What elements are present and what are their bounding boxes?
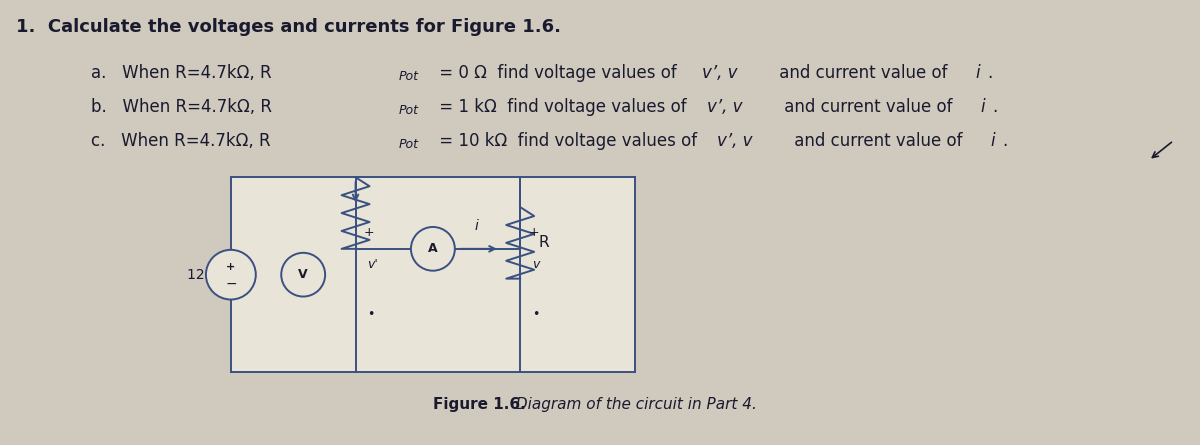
Text: and current value of: and current value of	[779, 98, 958, 116]
Text: Figure 1.6.: Figure 1.6.	[433, 397, 526, 412]
Text: +: +	[364, 227, 374, 239]
Text: •: •	[532, 308, 540, 321]
Circle shape	[410, 227, 455, 271]
Text: v: v	[532, 258, 540, 271]
Text: Pot: Pot	[398, 70, 419, 84]
FancyBboxPatch shape	[230, 177, 635, 372]
Text: v’, v: v’, v	[702, 64, 737, 82]
Text: •: •	[367, 308, 374, 321]
Text: R: R	[538, 235, 548, 251]
Text: .: .	[992, 98, 997, 116]
Text: i: i	[990, 132, 995, 150]
Text: +: +	[528, 227, 539, 239]
Text: i: i	[475, 219, 479, 233]
Text: and current value of: and current value of	[774, 64, 953, 82]
Text: a.   When R=4.7kΩ, R: a. When R=4.7kΩ, R	[91, 64, 272, 82]
Text: and current value of: and current value of	[788, 132, 967, 150]
Text: .: .	[988, 64, 992, 82]
Text: i: i	[980, 98, 985, 116]
Text: i: i	[976, 64, 979, 82]
Circle shape	[206, 250, 256, 299]
Text: Pot: Pot	[398, 138, 419, 151]
Text: b.   When R=4.7kΩ, R: b. When R=4.7kΩ, R	[91, 98, 272, 116]
Text: = 0 Ω  find voltage values of: = 0 Ω find voltage values of	[434, 64, 683, 82]
Text: c.   When R=4.7kΩ, R: c. When R=4.7kΩ, R	[91, 132, 271, 150]
Text: A: A	[428, 243, 438, 255]
Text: = 10 kΩ  find voltage values of: = 10 kΩ find voltage values of	[434, 132, 703, 150]
Text: +: +	[227, 262, 235, 272]
Text: Pot: Pot	[398, 104, 419, 117]
Text: v’, v: v’, v	[716, 132, 752, 150]
Circle shape	[281, 253, 325, 296]
Text: = 1 kΩ  find voltage values of: = 1 kΩ find voltage values of	[434, 98, 692, 116]
Text: v': v'	[367, 258, 378, 271]
Text: Diagram of the circuit in Part 4.: Diagram of the circuit in Part 4.	[511, 397, 756, 412]
Text: 1.  Calculate the voltages and currents for Figure 1.6.: 1. Calculate the voltages and currents f…	[17, 18, 562, 36]
Text: v’, v: v’, v	[707, 98, 743, 116]
Text: .: .	[1002, 132, 1007, 150]
Text: −: −	[226, 277, 236, 291]
Text: 12 V: 12 V	[187, 268, 218, 282]
Text: V: V	[299, 268, 308, 281]
